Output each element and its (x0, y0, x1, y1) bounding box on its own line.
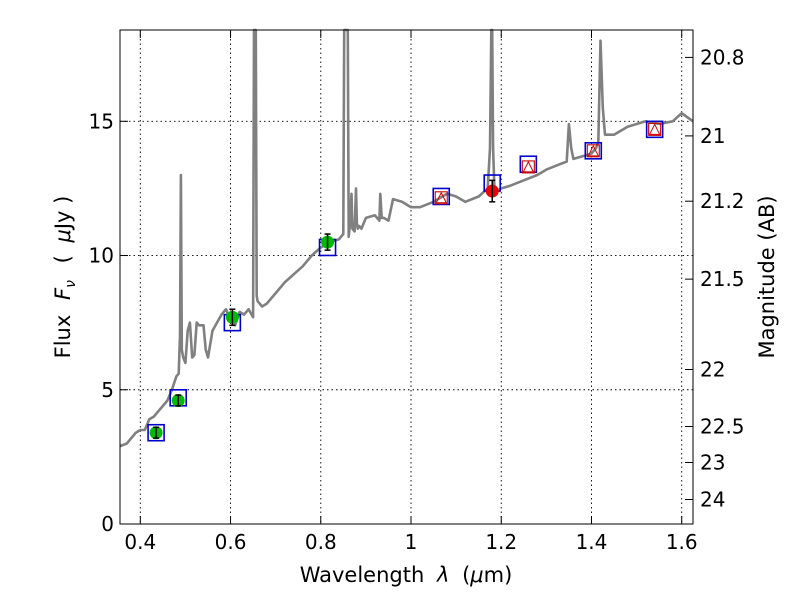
x-tick-label: 1.2 (485, 530, 517, 554)
y2-tick-label: 24 (700, 488, 725, 512)
points-layer (147, 120, 664, 442)
y2-tick-label: 21 (700, 124, 725, 148)
upper-limit-triangle (648, 123, 661, 135)
y-tick-label: 0 (101, 512, 114, 536)
y-tick-label: 10 (89, 244, 114, 268)
y2-tick-label: 21.2 (700, 189, 745, 213)
x-axis-label: Wavelength λ (μm) (300, 563, 513, 587)
y-tick-label: 15 (89, 109, 114, 133)
y2-tick-label: 20.8 (700, 45, 745, 69)
y2-tick-label: 21.5 (700, 267, 745, 291)
upper-limit-triangle (522, 160, 535, 173)
upper-limit-triangle (435, 191, 448, 204)
y2-tick-label: 22 (700, 357, 725, 381)
x-tick-label: 1.6 (666, 530, 698, 554)
x-tick-label: 1 (405, 530, 418, 554)
model-flux-square (645, 120, 664, 139)
x-tick-label: 0.6 (215, 530, 247, 554)
y-tick-label: 5 (101, 378, 114, 402)
model-flux-square (432, 187, 451, 206)
model-flux-square (584, 142, 603, 160)
x-tick-label: 1.4 (576, 530, 608, 554)
y-axis-label: Flux Fν ( μJy ) (51, 196, 80, 359)
y2-axis-label: Magnitude (AB) (755, 195, 779, 358)
spectrum-layer (119, 28, 694, 448)
upper-limit-triangle (587, 144, 600, 157)
ticks-layer: 0.4 0.6 0.8 1 1.2 1.4 1.6 0 5 10 15 20.8 21 21.2 21.5 2… (89, 30, 745, 554)
model-flux-square (147, 423, 165, 442)
grid-layer (120, 30, 693, 524)
x-tick-label: 0.4 (124, 530, 156, 554)
y2-tick-label: 23 (700, 450, 725, 474)
plot-frame (119, 29, 694, 525)
x-tick-label: 0.8 (305, 530, 337, 554)
y2-tick-label: 22.5 (700, 415, 745, 439)
model-spectrum-line (119, 28, 694, 448)
